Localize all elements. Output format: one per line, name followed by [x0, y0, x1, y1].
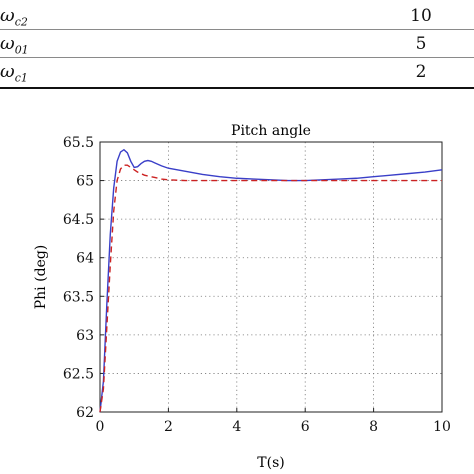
pitch-angle-chart: 0 2 4 6 8 10 62 62.5 63 63.5 64 64.5 65 65.5 Pitch an… — [33, 123, 451, 471]
y-tick-label: 63.5 — [63, 289, 94, 305]
parameter-symbol: ωc1 — [0, 61, 28, 85]
series-lines — [99, 148, 443, 413]
plot-frame — [99, 141, 443, 413]
series-line-dashed — [99, 164, 442, 413]
x-tick-label: 0 — [96, 419, 105, 435]
y-tick-label: 63 — [76, 328, 94, 344]
table-row: ω01 5 — [0, 32, 474, 60]
x-tick-label: 8 — [369, 419, 378, 435]
y-tick-label: 64.5 — [63, 212, 94, 228]
x-tick-label: 6 — [301, 419, 310, 435]
parameter-symbol: ωc2 — [0, 5, 28, 29]
table-bottom-rule — [0, 87, 474, 89]
parameter-value: 5 — [415, 34, 427, 54]
series-line-solid — [99, 148, 443, 413]
x-tick-label: 4 — [232, 419, 241, 435]
table-row: ωc2 10 — [0, 4, 474, 32]
parameter-symbol: ω01 — [0, 33, 29, 57]
row-divider — [0, 29, 474, 30]
y-axis-label: Phi (deg) — [33, 245, 49, 310]
x-tick-label: 10 — [433, 419, 451, 435]
grid-lines — [100, 142, 442, 412]
x-tick-label: 2 — [164, 419, 173, 435]
parameter-value: 10 — [410, 6, 432, 26]
x-axis-label: T(s) — [257, 455, 284, 471]
y-tick-label: 62 — [76, 405, 94, 421]
table-row: ωc1 2 — [0, 60, 474, 88]
parameter-value: 2 — [415, 62, 427, 82]
y-tick-label: 64 — [76, 251, 94, 267]
chart-title: Pitch angle — [231, 123, 311, 139]
axis-ticks: 0 2 4 6 8 10 62 62.5 63 63.5 64 64.5 65 65.5 — [63, 135, 451, 435]
y-tick-label: 65.5 — [63, 135, 94, 151]
y-tick-label: 65 — [76, 174, 94, 190]
y-tick-label: 62.5 — [63, 366, 94, 382]
row-divider — [0, 57, 474, 58]
